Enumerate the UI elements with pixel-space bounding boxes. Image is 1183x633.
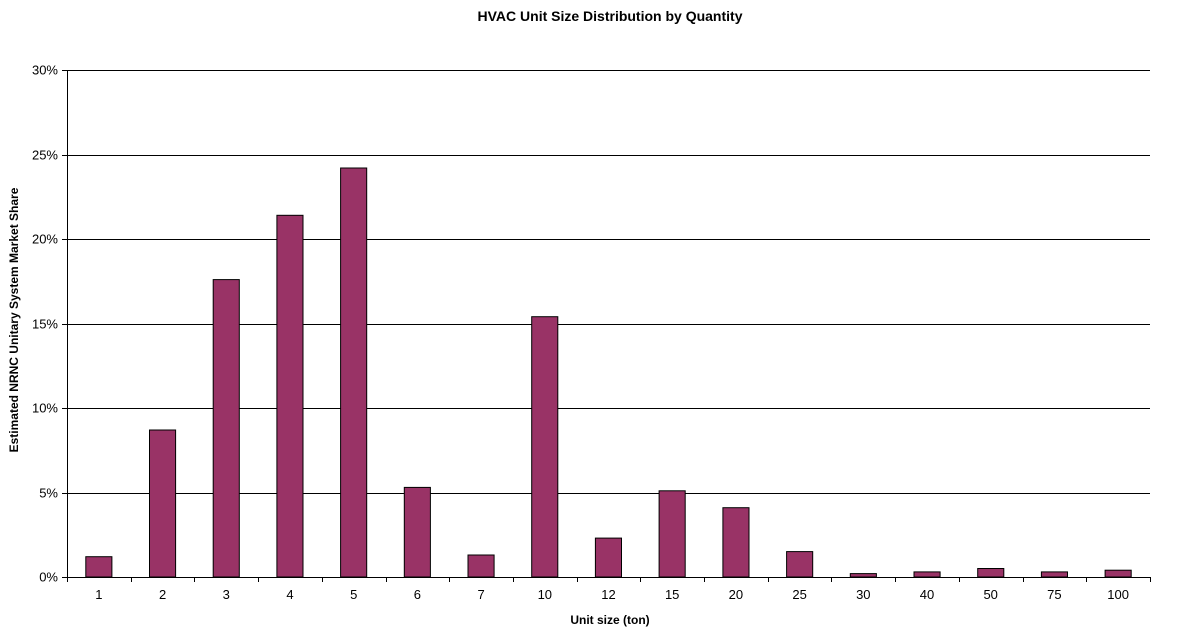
y-tick-labels: 0% 5% 10% 15% 20% 25% 30% <box>32 63 58 585</box>
x-tick-label: 4 <box>286 587 293 602</box>
bar-2 <box>149 429 177 578</box>
y-tick-label: 5% <box>39 486 58 501</box>
x-tick-label: 75 <box>1047 587 1061 602</box>
axes <box>62 70 1151 582</box>
bar-10 <box>531 316 559 578</box>
x-tick-label: 50 <box>983 587 997 602</box>
bar-4 <box>276 214 304 578</box>
x-tick-label: 15 <box>665 587 679 602</box>
x-tick-label: 10 <box>538 587 552 602</box>
bar-30 <box>849 573 877 578</box>
x-tick-label: 100 <box>1107 587 1129 602</box>
x-tick-label: 25 <box>792 587 806 602</box>
bar-75 <box>1040 571 1069 578</box>
x-tick-label: 5 <box>350 587 357 602</box>
bar-6 <box>403 486 431 578</box>
x-tick-label: 12 <box>601 587 615 602</box>
x-tick-label: 1 <box>95 587 102 602</box>
x-tick-label: 20 <box>729 587 743 602</box>
bar-20 <box>722 507 750 578</box>
x-tick-label: 6 <box>414 587 421 602</box>
bar-40 <box>913 571 941 578</box>
bar-100 <box>1104 569 1132 578</box>
bar-1 <box>85 556 113 578</box>
x-tick-labels: 1 2 3 4 5 6 7 10 12 15 20 25 30 40 50 75 100 <box>95 587 1129 602</box>
bar-12 <box>594 537 623 578</box>
gridlines <box>67 70 1150 494</box>
bars <box>85 167 1132 578</box>
x-tick-label: 30 <box>856 587 870 602</box>
bar-5 <box>340 167 368 578</box>
y-tick-label: 25% <box>32 148 58 163</box>
bar-50 <box>977 568 1005 578</box>
chart-title: HVAC Unit Size Distribution by Quantity <box>478 8 743 24</box>
y-tick-label: 15% <box>32 317 58 332</box>
x-tick-label: 3 <box>223 587 230 602</box>
x-tick-label: 7 <box>477 587 484 602</box>
x-tick-label: 2 <box>159 587 166 602</box>
y-tick-label: 20% <box>32 232 58 247</box>
y-axis-title: Estimated NRNC Unitary System Market Sha… <box>7 187 21 452</box>
x-tick-label: 40 <box>920 587 934 602</box>
bar-7 <box>467 554 495 578</box>
y-tick-label: 10% <box>32 401 58 416</box>
y-tick-label: 30% <box>32 63 58 78</box>
bar-3 <box>212 279 240 578</box>
bar-15 <box>658 490 686 578</box>
y-tick-label: 0% <box>39 570 58 585</box>
bar-25 <box>786 551 814 578</box>
x-axis-title: Unit size (ton) <box>570 613 649 627</box>
